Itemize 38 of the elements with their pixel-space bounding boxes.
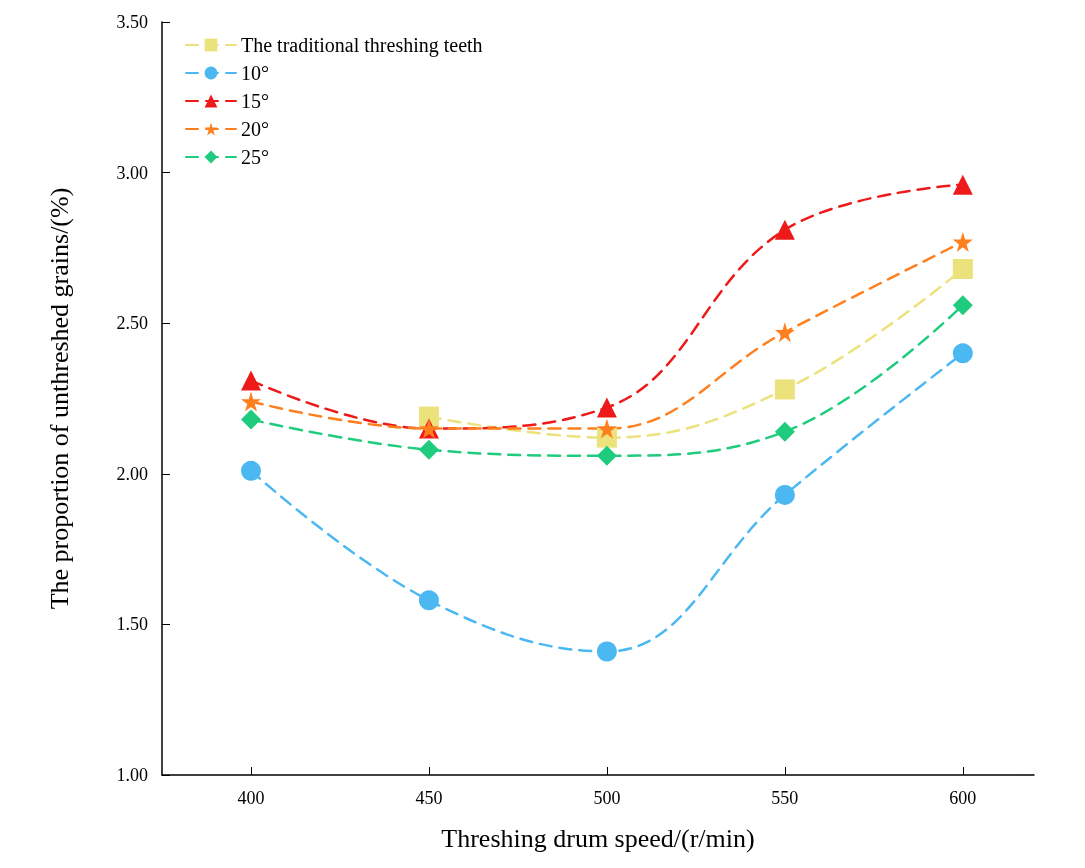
y-axis-title: The proportion of unthreshed grains/(%) [44,187,74,610]
legend-label: 25° [241,146,269,168]
legend-label: 20° [241,118,269,140]
y-tick-label: 3.00 [116,162,148,183]
y-tick-label: 2.50 [116,313,148,334]
point [774,379,795,400]
y-tick-label: 1.50 [116,614,148,635]
point [418,439,439,460]
point [596,397,617,418]
point [596,445,617,466]
x-tick-label: 450 [415,788,443,808]
x-tick-label: 500 [593,788,621,808]
point [596,641,617,662]
point [952,231,973,252]
point [240,370,261,391]
point [596,418,617,439]
point [240,391,261,412]
point [952,258,973,279]
point [952,343,973,364]
point [774,484,795,505]
x-tick-label: 400 [237,788,265,808]
x-tick-label: 600 [949,788,977,808]
point [952,174,973,195]
point [241,460,261,481]
point [774,219,795,240]
point [240,409,261,430]
y-tick-label: 2.00 [116,463,148,484]
point [774,322,795,343]
y-tick-label: 1.00 [116,765,148,785]
point [952,295,973,316]
legend-label: 15° [241,90,269,112]
x-axis-title: Threshing drum speed/(r/min) [441,823,755,853]
y-tick-label: 3.50 [116,12,148,32]
legend-label: The traditional threshing teeth [241,34,483,57]
point [418,590,439,611]
x-tick-label: 550 [771,788,799,808]
point [774,421,795,442]
legend-label: 10° [241,62,269,84]
